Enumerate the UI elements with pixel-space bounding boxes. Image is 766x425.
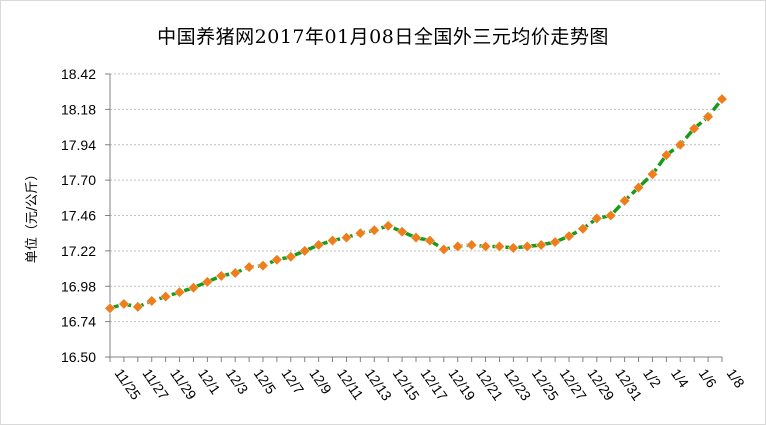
- data-point: [368, 224, 380, 236]
- data-point: [605, 209, 617, 222]
- x-tick-label: 11/27: [139, 366, 172, 403]
- x-tick-label: 12/31: [612, 366, 645, 404]
- y-tick-label: 16.98: [61, 278, 96, 294]
- data-point: [660, 149, 672, 161]
- data-point: [340, 232, 353, 244]
- x-tick-label: 12/5: [251, 366, 280, 398]
- data-point: [215, 270, 227, 282]
- x-tick-label: 12/13: [362, 366, 395, 404]
- data-point: [132, 301, 144, 313]
- x-tick-label: 12/17: [418, 366, 451, 404]
- x-tick-label: 12/7: [278, 366, 307, 398]
- data-point: [632, 181, 645, 194]
- data-point: [257, 260, 269, 272]
- y-tick-label: 17.70: [61, 172, 96, 188]
- data-point: [173, 286, 186, 298]
- data-point: [479, 240, 492, 253]
- data-point: [146, 295, 158, 307]
- x-tick-label: 11/25: [112, 366, 145, 403]
- chart-title: 中国养猪网2017年01月08日全国外三元均价走势图: [157, 26, 609, 48]
- x-tick-label: 12/29: [584, 366, 617, 404]
- data-point: [521, 240, 533, 253]
- x-tick-label: 12/23: [501, 366, 534, 404]
- data-point: [688, 122, 700, 135]
- y-tick-label: 18.42: [61, 66, 96, 82]
- data-point: [549, 236, 561, 248]
- x-tick-label: 12/19: [445, 366, 478, 404]
- data-point: [118, 298, 130, 310]
- data-point: [299, 245, 311, 257]
- data-point: [424, 235, 436, 247]
- data-point: [201, 276, 213, 288]
- data-point: [187, 282, 200, 294]
- data-point: [674, 139, 686, 151]
- data-point: [104, 302, 116, 314]
- y-tick-label: 17.94: [61, 137, 96, 153]
- y-tick-label: 17.22: [61, 243, 96, 259]
- data-point: [382, 220, 394, 232]
- data-point: [493, 240, 506, 253]
- x-tick-label: 12/15: [390, 366, 423, 404]
- x-tick-label: 12/9: [306, 366, 335, 398]
- x-tick-label: 1/4: [668, 366, 692, 391]
- data-point: [271, 254, 283, 266]
- series-line: [109, 97, 724, 311]
- y-tick-label: 16.74: [61, 314, 96, 330]
- y-tick-label: 16.50: [61, 349, 96, 365]
- x-tick-label: 12/11: [334, 366, 367, 403]
- x-tick-label: 12/21: [473, 366, 506, 404]
- series-layer: [104, 93, 728, 314]
- data-point: [354, 227, 366, 239]
- y-tick-label: 17.46: [61, 208, 96, 224]
- y-axis-ticks: 16.50 16.74 16.98 17.22 17.46 17.70 17.94 18.18…: [61, 66, 110, 365]
- data-point: [410, 232, 422, 244]
- data-point: [466, 239, 478, 251]
- data-point: [646, 168, 659, 180]
- x-tick-label: 12/25: [529, 366, 562, 404]
- data-point: [535, 239, 547, 251]
- data-point: [313, 239, 325, 251]
- gridlines: [110, 73, 722, 323]
- data-point: [563, 230, 575, 242]
- data-point: [285, 251, 297, 263]
- data-point: [243, 261, 255, 273]
- x-tick-label: 12/27: [557, 366, 590, 404]
- data-point: [577, 223, 589, 235]
- data-point: [326, 235, 339, 247]
- data-point: [229, 267, 241, 279]
- data-point: [160, 291, 172, 303]
- x-tick-label: 1/6: [696, 366, 720, 391]
- y-tick-label: 18.18: [61, 101, 96, 117]
- data-point: [716, 93, 728, 105]
- x-tick-label: 1/2: [640, 366, 664, 391]
- data-point: [619, 195, 631, 207]
- y-axis-label: 单位（元/公斤）: [25, 168, 40, 263]
- x-tick-label: 12/3: [223, 366, 252, 398]
- data-point: [591, 212, 603, 225]
- data-point: [702, 111, 714, 123]
- data-point: [452, 240, 464, 253]
- data-point: [438, 243, 450, 255]
- x-tick-label: 1/8: [724, 366, 748, 391]
- x-tick-label: 11/29: [167, 366, 200, 403]
- data-point: [396, 226, 408, 238]
- data-point: [507, 242, 519, 254]
